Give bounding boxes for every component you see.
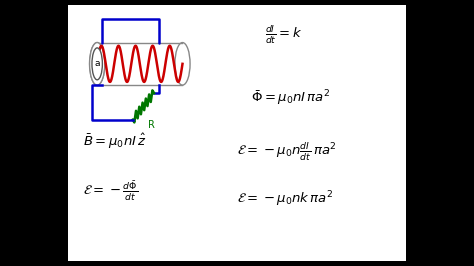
Text: R: R	[148, 120, 155, 130]
Ellipse shape	[175, 43, 190, 85]
Ellipse shape	[90, 43, 105, 85]
Ellipse shape	[92, 48, 102, 80]
Text: a: a	[94, 59, 100, 68]
Text: $\bar{B} = \mu_0 n I \, \hat{z}$: $\bar{B} = \mu_0 n I \, \hat{z}$	[83, 131, 146, 151]
Text: $\bar{\Phi} = \mu_0 n I \, \pi a^2$: $\bar{\Phi} = \mu_0 n I \, \pi a^2$	[251, 89, 331, 108]
Ellipse shape	[90, 43, 105, 85]
Text: $\mathcal{E} = -\mu_0 n \frac{dI}{dt} \, \pi a^2$: $\mathcal{E} = -\mu_0 n \frac{dI}{dt} \,…	[237, 140, 337, 163]
Text: $\mathcal{E} = -\frac{d\bar{\Phi}}{dt}$: $\mathcal{E} = -\frac{d\bar{\Phi}}{dt}$	[83, 180, 138, 203]
Text: $\mathcal{E} = -\mu_0 n k \, \pi a^2$: $\mathcal{E} = -\mu_0 n k \, \pi a^2$	[237, 190, 333, 209]
Text: $\frac{dI}{dt} = k$: $\frac{dI}{dt} = k$	[265, 23, 303, 46]
FancyBboxPatch shape	[68, 5, 406, 261]
